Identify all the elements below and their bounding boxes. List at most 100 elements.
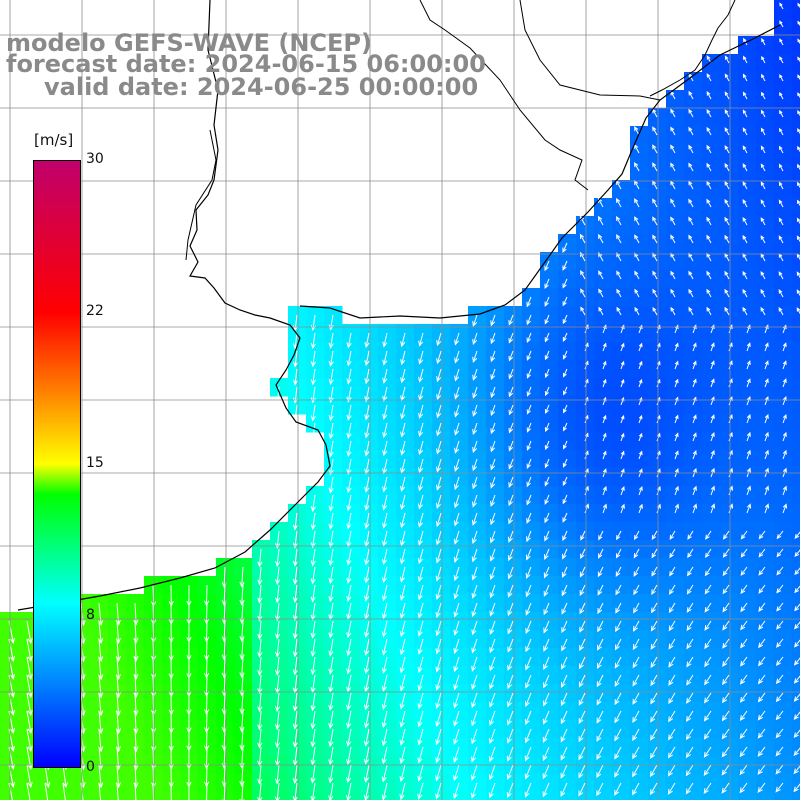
wind-cell — [648, 288, 667, 307]
wind-cell — [594, 468, 613, 487]
wind-arrow — [650, 656, 658, 669]
wind-cell — [684, 270, 703, 289]
wind-cell — [648, 216, 667, 235]
wind-arrow — [292, 368, 299, 386]
coastline — [419, 0, 589, 191]
wind-arrow — [310, 422, 316, 440]
wind-cell — [756, 72, 775, 91]
wind-arrow — [346, 440, 352, 458]
wind-arrow — [471, 548, 478, 563]
wind-cell — [666, 450, 685, 469]
wind-cell — [414, 792, 433, 800]
wind-cell — [576, 792, 595, 800]
wind-arrow — [650, 692, 658, 705]
wind-arrow — [364, 512, 370, 530]
wind-arrow — [706, 180, 712, 190]
wind-arrow — [739, 764, 748, 776]
wind-arrow — [239, 584, 245, 606]
wind-arrow — [346, 548, 352, 566]
wind-arrow — [724, 234, 730, 244]
wind-arrow — [435, 530, 442, 546]
wind-cell — [684, 324, 703, 343]
wind-arrow — [382, 422, 388, 439]
wind-cell — [630, 450, 649, 469]
wind-arrow — [688, 270, 694, 280]
wind-cell — [738, 324, 757, 343]
wind-cell — [720, 342, 739, 361]
wind-arrow — [471, 674, 478, 691]
wind-arrow — [417, 638, 424, 655]
wind-arrow — [775, 656, 784, 667]
wind-arrow — [775, 692, 784, 703]
wind-cell — [792, 360, 800, 379]
wind-cell — [720, 162, 739, 181]
wind-arrow — [782, 342, 787, 352]
wind-arrow — [775, 710, 784, 721]
wind-cell — [738, 360, 757, 379]
wind-cell — [612, 234, 631, 253]
wind-cell — [630, 396, 649, 415]
wind-cell — [72, 792, 91, 800]
wind-arrow — [742, 216, 748, 226]
wind-cell — [720, 126, 739, 145]
wind-cell — [648, 252, 667, 271]
wind-arrow — [778, 235, 784, 244]
wind-arrow — [761, 55, 766, 64]
wind-cell — [666, 396, 685, 415]
wind-arrow — [489, 602, 496, 617]
wind-cell — [756, 432, 775, 451]
wind-arrow — [579, 656, 586, 670]
wind-arrow — [688, 126, 694, 136]
wind-arrow — [775, 746, 784, 757]
wind-arrow — [614, 746, 622, 760]
wind-arrow — [328, 332, 334, 349]
wind-cell — [774, 360, 793, 379]
wind-arrow — [453, 746, 460, 763]
wind-arrow — [292, 710, 298, 730]
wind-cell — [738, 90, 757, 109]
wind-cell — [792, 558, 800, 577]
wind-cell — [756, 396, 775, 415]
wind-arrow — [742, 234, 748, 244]
wind-cell — [738, 414, 757, 433]
wind-arrow — [346, 584, 352, 603]
wind-arrow — [596, 656, 604, 670]
wind-cell — [756, 504, 775, 523]
wind-arrow — [670, 252, 676, 262]
wind-arrow — [435, 638, 442, 655]
wind-arrow — [614, 656, 622, 669]
wind-arrow — [453, 692, 460, 709]
wind-arrow — [670, 108, 676, 118]
wind-cell — [738, 198, 757, 217]
wind-arrow — [779, 38, 784, 46]
wind-arrow — [524, 710, 532, 726]
wind-cell — [702, 306, 721, 325]
wind-cell — [756, 90, 775, 109]
wind-cell — [342, 792, 361, 800]
wind-cell — [756, 36, 775, 55]
wind-arrow — [435, 782, 442, 800]
wind-cell — [648, 306, 667, 325]
wind-arrow — [275, 548, 281, 568]
wind-cell — [774, 486, 793, 505]
wind-arrow — [508, 494, 514, 507]
wind-arrow — [633, 584, 640, 596]
wind-arrow — [525, 584, 532, 598]
wind-arrow — [346, 710, 352, 729]
wind-arrow — [746, 360, 751, 370]
wind-arrow — [310, 656, 316, 676]
wind-arrow — [435, 584, 442, 600]
wind-arrow — [506, 782, 514, 799]
wind-cell — [702, 90, 721, 109]
wind-arrow — [597, 215, 604, 226]
wind-arrow — [472, 332, 478, 345]
wind-cell — [792, 324, 800, 343]
wind-arrow — [580, 530, 586, 541]
wind-arrow — [742, 145, 748, 154]
wind-cell — [576, 270, 595, 289]
wind-arrow — [454, 404, 460, 418]
wind-arrow — [775, 764, 784, 775]
wind-arrow — [507, 638, 514, 653]
wind-arrow — [688, 198, 694, 208]
wind-arrow — [578, 710, 586, 725]
